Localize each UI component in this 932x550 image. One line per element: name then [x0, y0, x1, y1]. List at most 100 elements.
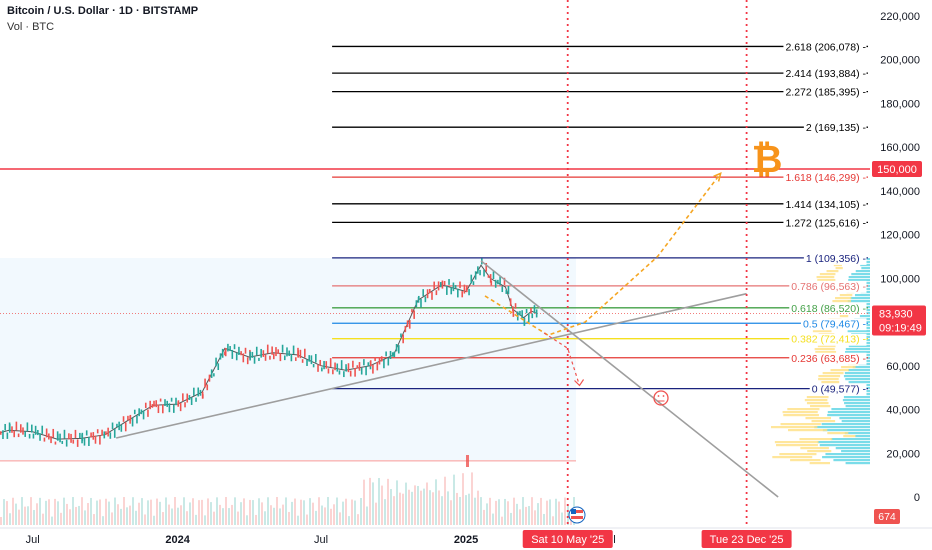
- volume-bar: [27, 506, 29, 525]
- vpvr-bar-yellow: [806, 402, 829, 405]
- candle: [437, 281, 440, 291]
- volume-bar: [132, 497, 134, 525]
- volume-bar: [459, 496, 461, 525]
- candle: [402, 334, 404, 344]
- vpvr-bar-yellow: [816, 276, 835, 279]
- candle: [472, 281, 475, 285]
- candle: [466, 285, 468, 293]
- candle: [122, 416, 125, 422]
- candle: [487, 274, 490, 278]
- volume-bar: [111, 512, 113, 525]
- volume-bar: [219, 504, 221, 525]
- volume-bars: [0, 455, 575, 525]
- candle: [138, 408, 140, 417]
- volume-bar: [522, 497, 524, 525]
- candle: [304, 348, 306, 358]
- candle: [249, 351, 251, 361]
- volume-bar: [105, 498, 107, 525]
- fib-label-background: [783, 198, 867, 211]
- volume-bar: [321, 505, 323, 525]
- candle: [149, 400, 151, 410]
- candle: [233, 344, 236, 350]
- trendline-2: [480, 260, 779, 498]
- volume-bar: [153, 515, 155, 525]
- vpvr-bar-cyan: [844, 432, 870, 435]
- vpvr-bar-cyan: [847, 369, 870, 372]
- candle: [227, 343, 229, 352]
- candle: [428, 288, 431, 294]
- vpvr-bar-yellow: [790, 459, 821, 462]
- volume-bar: [471, 472, 473, 525]
- volume-bar: [75, 506, 77, 525]
- candle: [224, 351, 226, 356]
- volume-bar: [213, 511, 215, 525]
- volume-bar: [498, 499, 500, 525]
- candle: [312, 363, 315, 368]
- volume-bar: [156, 498, 158, 525]
- volume-bar: [483, 509, 485, 525]
- volume-bar: [198, 500, 200, 525]
- vpvr-bar-cyan: [844, 372, 870, 375]
- candle: [306, 359, 308, 366]
- volume-bar: [375, 502, 377, 525]
- candle: [133, 409, 136, 415]
- volume-bar: [207, 498, 209, 525]
- candle: [219, 353, 222, 360]
- fib-label-background: [789, 280, 867, 293]
- volume-bar: [528, 506, 530, 525]
- vpvr-bar-cyan: [860, 264, 870, 267]
- face-eye-left: [657, 395, 660, 397]
- volume-bar: [564, 497, 566, 525]
- volume-bar: [525, 506, 527, 525]
- candle: [294, 357, 297, 361]
- candle: [347, 363, 350, 373]
- vpvr-bar-yellow: [833, 264, 842, 267]
- candle: [105, 431, 107, 435]
- volume-bar: [87, 503, 89, 525]
- vpvr-bar-yellow: [818, 378, 839, 381]
- candle: [157, 404, 160, 414]
- volume-bar: [396, 480, 398, 525]
- fib-label-1: 1 (109,356) -: [806, 253, 867, 265]
- plot-area: 2.618 (206,078) - 2.414 (193,884) - 2.272 …: [0, 0, 870, 528]
- volume-bar: [210, 502, 212, 525]
- face-outline: [653, 390, 669, 406]
- candle: [336, 363, 339, 372]
- volume-bar: [237, 511, 239, 525]
- candle: [79, 432, 81, 439]
- vpvr-bar-cyan: [841, 420, 870, 423]
- volume-bar: [282, 504, 284, 525]
- candle: [90, 432, 92, 438]
- candle: [129, 414, 132, 421]
- x-tick-label: Jul: [26, 534, 40, 546]
- vpvr-bar-yellow: [788, 429, 828, 432]
- volume-bar: [261, 502, 263, 525]
- volume-bar: [12, 497, 14, 525]
- candle: [334, 362, 336, 371]
- candle: [400, 333, 402, 338]
- candle: [85, 430, 88, 436]
- candle: [413, 310, 415, 319]
- candle: [477, 266, 479, 274]
- volume-bar: [402, 493, 404, 525]
- volume-bar: [351, 499, 353, 525]
- fib-label-0.786: 0.786 (96,563) -: [791, 281, 866, 293]
- candle: [358, 362, 361, 371]
- candle: [113, 429, 116, 438]
- candle: [299, 349, 302, 359]
- volume-bar: [24, 506, 26, 525]
- volume-bar: [531, 497, 533, 525]
- candle: [177, 400, 180, 405]
- candle: [431, 291, 433, 300]
- candle: [213, 373, 215, 377]
- volume-bar: [480, 497, 482, 525]
- candle: [490, 280, 493, 286]
- volume-bar: [48, 499, 50, 525]
- candle: [159, 398, 162, 402]
- candle: [231, 349, 234, 359]
- candle: [147, 409, 149, 417]
- vpvr-bar-yellow: [799, 438, 833, 441]
- vpvr-bar-yellow: [817, 279, 836, 282]
- volume-bar: [78, 505, 80, 525]
